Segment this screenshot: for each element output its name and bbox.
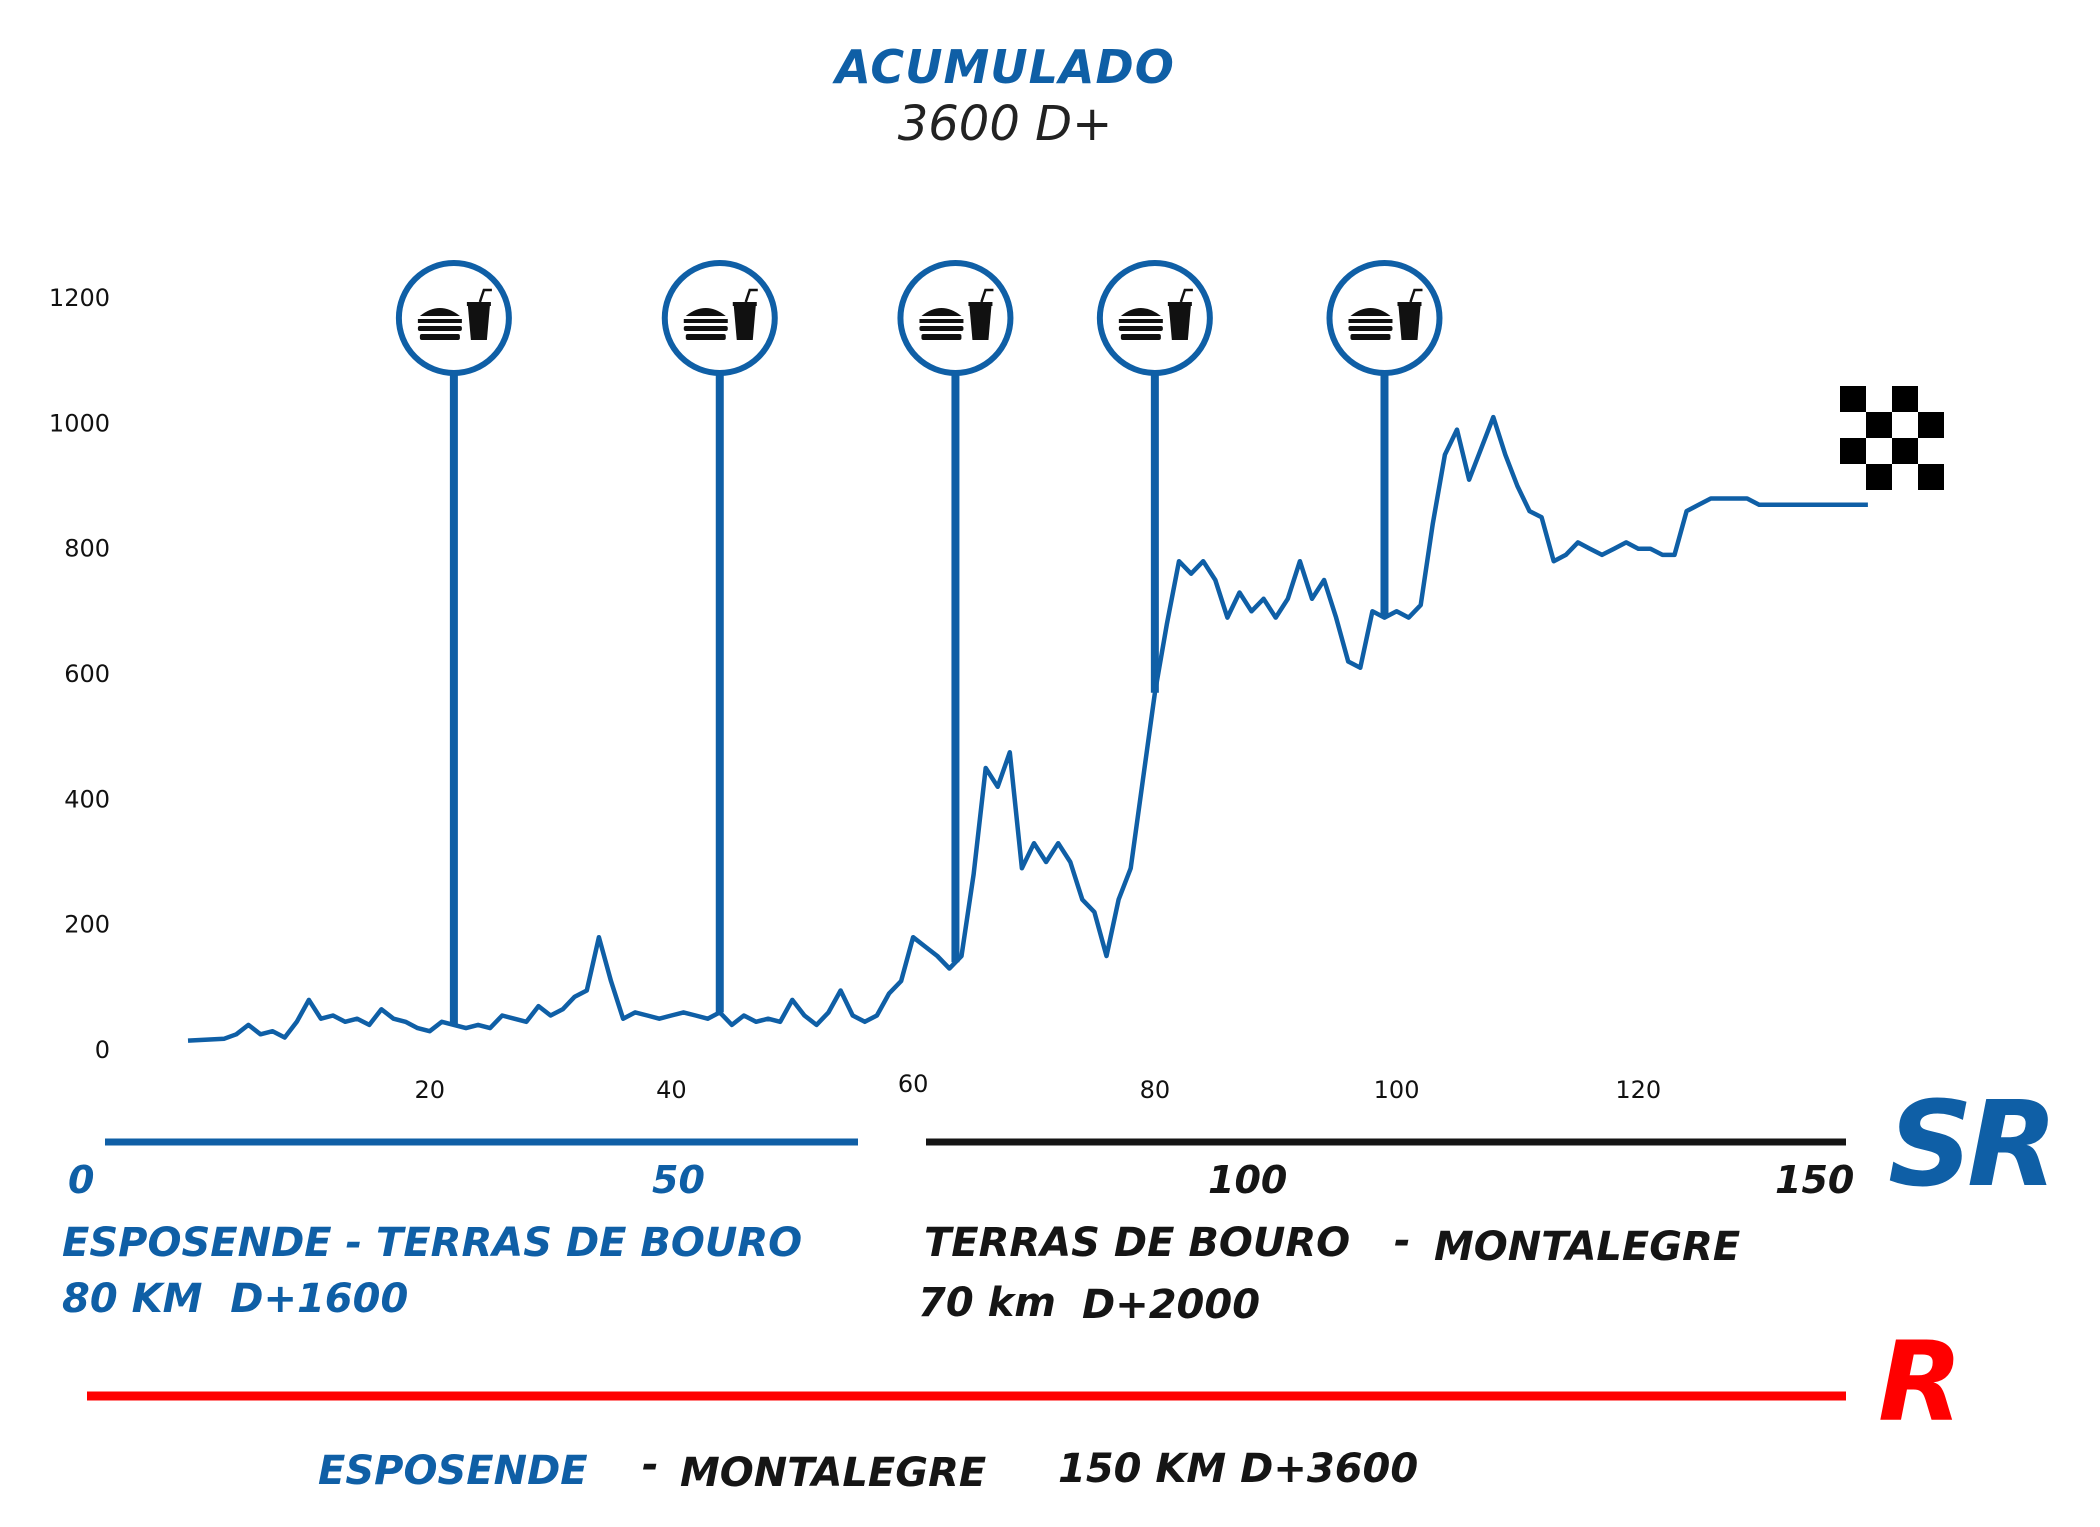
aid-station-marker (661, 260, 778, 1013)
food-drink-icon (1118, 288, 1193, 340)
stage-sr2-route-b: MONTALEGRE (1434, 1224, 1741, 1270)
stage-sr1-route: ESPOSENDE - TERRAS DE BOURO (62, 1220, 803, 1266)
x-tick-label: 120 (1615, 1076, 1661, 1104)
flag-square (1892, 386, 1918, 412)
stage-r-to: MONTALEGRE (680, 1450, 987, 1496)
y-axis-ticks: 0 200 400 600 800 1000 1200 (49, 284, 110, 1064)
chart-title: ACUMULADO (835, 40, 1175, 94)
food-drink-icon (1348, 288, 1423, 340)
x-tick-label: 40 (656, 1076, 687, 1104)
aid-station-marker (1326, 260, 1443, 618)
aid-station-circle (897, 260, 1014, 376)
x-tick-label: 100 (1374, 1076, 1420, 1104)
stage-sr2-distance: 70 km (918, 1280, 1056, 1326)
stage-sr2-dash: - (1394, 1218, 1411, 1264)
stage-r-from: ESPOSENDE (318, 1448, 588, 1494)
scale-label-150: 150 (1775, 1158, 1855, 1202)
flag-square (1840, 438, 1866, 464)
scale-label-0: 0 (68, 1158, 95, 1202)
aid-station-marker (1096, 260, 1213, 693)
y-tick-label: 200 (64, 911, 110, 939)
y-tick-label: 400 (64, 785, 110, 813)
aid-stations (395, 260, 1443, 1025)
stage-sr1-stats: 80 KM D+1600 (62, 1276, 409, 1322)
flag-square (1866, 464, 1892, 490)
food-drink-icon (683, 288, 758, 340)
x-tick-label: 60 (898, 1070, 929, 1098)
flag-square (1892, 438, 1918, 464)
y-tick-label: 1200 (49, 284, 110, 312)
food-drink-icon (417, 288, 492, 340)
scale-label-50: 50 (652, 1158, 705, 1202)
stage-sr2-route-a: TERRAS DE BOURO (924, 1220, 1351, 1266)
flag-square (1918, 464, 1944, 490)
sr-badge: SR (1888, 1075, 2058, 1213)
checkered-flag-icon (1840, 386, 1944, 490)
aid-station-circle (661, 260, 778, 376)
elevation-line (187, 414, 1868, 1043)
x-tick-label: 20 (414, 1076, 445, 1104)
aid-station-marker (897, 260, 1014, 963)
aid-station-circle (395, 260, 512, 376)
stage-r-dash: - (642, 1442, 659, 1488)
aid-station-circle (1096, 260, 1213, 376)
flag-square (1840, 386, 1866, 412)
flag-square (1866, 412, 1892, 438)
aid-station-circle (1326, 260, 1443, 376)
y-tick-label: 800 (64, 535, 110, 563)
stage-r-stats: 150 KM D+3600 (1058, 1446, 1419, 1492)
chart-subtitle: 3600 D+ (897, 96, 1113, 152)
scale-label-100: 100 (1208, 1158, 1288, 1202)
y-tick-label: 600 (64, 660, 110, 688)
aid-station-marker (395, 260, 512, 1025)
y-tick-label: 0 (95, 1036, 110, 1064)
stage-sr2-elevation: D+2000 (1082, 1282, 1261, 1328)
r-badge: R (1878, 1318, 1963, 1446)
y-tick-label: 1000 (49, 409, 110, 437)
x-tick-label: 80 (1140, 1076, 1171, 1104)
flag-square (1918, 412, 1944, 438)
x-axis-ticks: 20 40 60 80 100 120 (414, 1070, 1661, 1104)
food-drink-icon (919, 288, 994, 340)
